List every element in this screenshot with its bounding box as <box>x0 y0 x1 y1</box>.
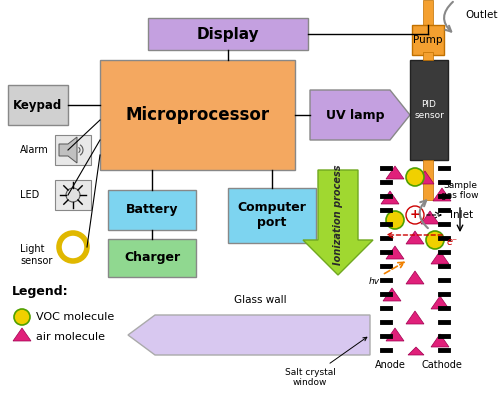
Circle shape <box>406 168 424 186</box>
Text: Computer
port: Computer port <box>238 202 306 229</box>
Circle shape <box>426 231 444 249</box>
Polygon shape <box>386 246 404 259</box>
Polygon shape <box>310 90 410 140</box>
Text: LED: LED <box>20 190 39 200</box>
Text: Ionization process: Ionization process <box>333 165 343 265</box>
Polygon shape <box>406 271 424 284</box>
Circle shape <box>66 188 80 202</box>
Text: Cathode: Cathode <box>422 360 463 370</box>
FancyBboxPatch shape <box>148 18 308 50</box>
Polygon shape <box>381 191 399 204</box>
Polygon shape <box>386 328 404 341</box>
Polygon shape <box>406 231 424 244</box>
Text: Salt crystal
window: Salt crystal window <box>284 337 367 387</box>
Circle shape <box>386 211 404 229</box>
FancyBboxPatch shape <box>108 190 196 230</box>
Text: e⁻: e⁻ <box>447 237 458 247</box>
FancyBboxPatch shape <box>423 160 433 200</box>
Polygon shape <box>408 347 424 355</box>
FancyBboxPatch shape <box>55 180 91 210</box>
Polygon shape <box>433 188 451 201</box>
Text: PID
sensor: PID sensor <box>414 100 444 120</box>
FancyBboxPatch shape <box>100 60 295 170</box>
Text: air molecule: air molecule <box>36 332 105 342</box>
Polygon shape <box>416 171 434 184</box>
Text: Charger: Charger <box>124 251 180 264</box>
Text: Battery: Battery <box>126 203 178 217</box>
Text: Display: Display <box>196 27 260 42</box>
Text: Light
sensor: Light sensor <box>20 244 52 266</box>
Polygon shape <box>59 137 77 163</box>
FancyBboxPatch shape <box>423 0 433 25</box>
Polygon shape <box>386 166 404 179</box>
Text: hv: hv <box>369 277 380 286</box>
Text: Keypad: Keypad <box>14 98 62 112</box>
Text: Microprocessor: Microprocessor <box>126 106 270 124</box>
Polygon shape <box>421 211 439 224</box>
Polygon shape <box>431 334 449 347</box>
Text: Outlet: Outlet <box>465 10 498 20</box>
FancyBboxPatch shape <box>8 85 68 125</box>
FancyBboxPatch shape <box>228 188 316 243</box>
Text: UV lamp: UV lamp <box>326 108 384 122</box>
FancyBboxPatch shape <box>412 25 444 55</box>
FancyBboxPatch shape <box>108 239 196 277</box>
Polygon shape <box>128 315 370 355</box>
Polygon shape <box>383 288 401 301</box>
Circle shape <box>406 206 424 224</box>
Polygon shape <box>406 311 424 324</box>
Text: Inlet: Inlet <box>450 210 473 220</box>
Text: Pump: Pump <box>413 35 443 45</box>
Text: Sample
gas flow: Sample gas flow <box>442 181 479 200</box>
Polygon shape <box>431 296 449 309</box>
Polygon shape <box>303 170 373 275</box>
Text: Alarm: Alarm <box>20 145 49 155</box>
Text: +: + <box>410 208 420 222</box>
Polygon shape <box>431 251 449 264</box>
FancyBboxPatch shape <box>410 60 448 160</box>
Text: Legend:: Legend: <box>12 285 68 298</box>
Polygon shape <box>13 328 31 341</box>
Circle shape <box>14 309 30 325</box>
Text: Glass wall: Glass wall <box>234 295 286 305</box>
Circle shape <box>59 233 87 261</box>
FancyBboxPatch shape <box>423 52 433 60</box>
Text: VOC molecule: VOC molecule <box>36 312 114 322</box>
FancyBboxPatch shape <box>55 135 91 165</box>
Text: Anode: Anode <box>374 360 406 370</box>
